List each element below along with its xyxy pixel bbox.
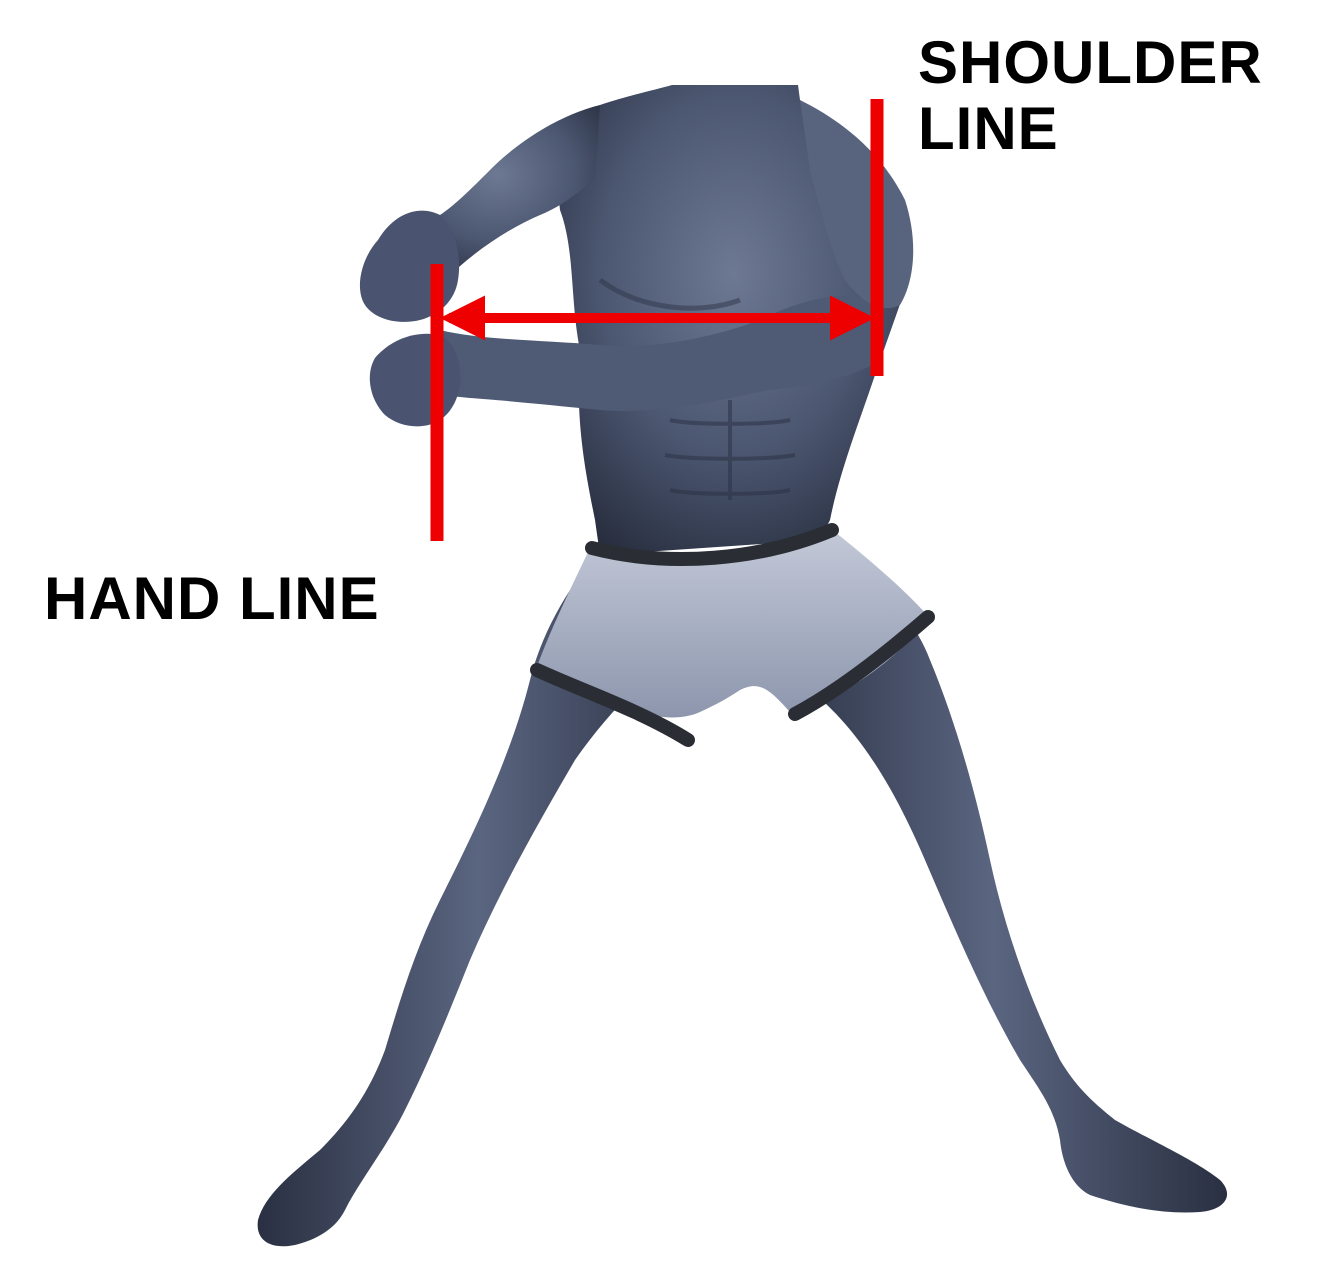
annotation-layer <box>430 99 884 541</box>
shoulder-label-line-1: SHOULDER <box>918 29 1263 96</box>
left-leg <box>257 555 700 1247</box>
shorts <box>535 528 928 718</box>
shoulder-label-line-2: LINE <box>918 95 1059 162</box>
lower-fist <box>369 333 461 427</box>
abdominals <box>664 400 796 500</box>
hand-line-label: HAND LINE <box>44 565 380 632</box>
shoulder-line-label: SHOULDER LINE <box>918 30 1263 162</box>
left-thigh-band <box>530 663 695 747</box>
right-thigh-band <box>788 610 935 721</box>
waist-band <box>585 523 839 567</box>
upper-fist <box>359 210 460 322</box>
shoulder <box>800 100 914 309</box>
muscular-male-figure <box>257 85 1228 1247</box>
right-leg <box>760 540 1228 1213</box>
